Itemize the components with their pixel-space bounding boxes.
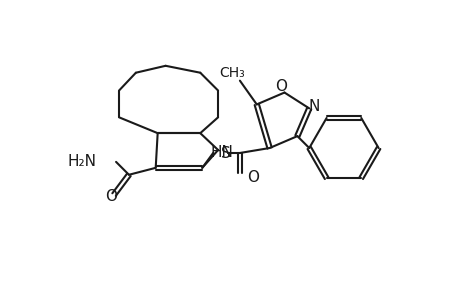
Text: H₂N: H₂N xyxy=(67,154,96,169)
Text: S: S xyxy=(221,146,230,161)
Text: HN: HN xyxy=(210,146,233,160)
Text: CH₃: CH₃ xyxy=(218,66,244,80)
Text: N: N xyxy=(308,99,319,114)
Text: O: O xyxy=(246,170,258,185)
Text: O: O xyxy=(275,79,287,94)
Text: O: O xyxy=(105,189,117,204)
